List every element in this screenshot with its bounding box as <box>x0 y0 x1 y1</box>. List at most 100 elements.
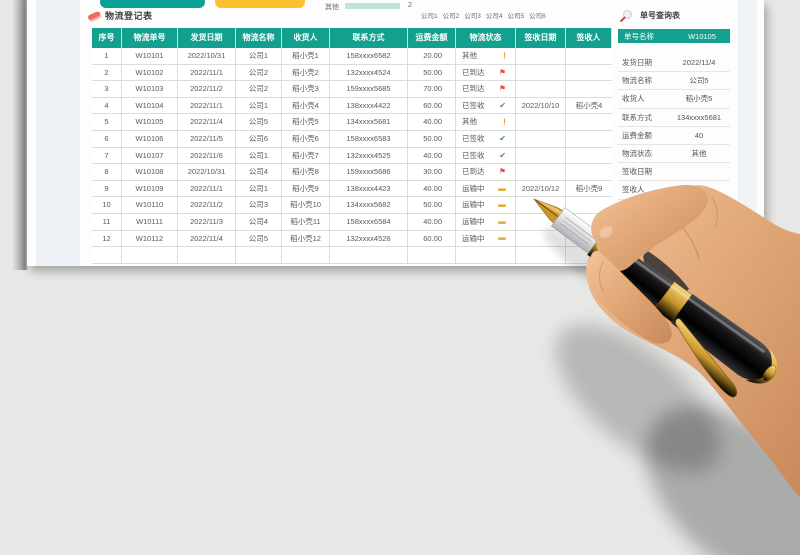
cell-ship-date[interactable]: 2022/11/2 <box>178 197 236 213</box>
cell-company[interactable]: 公司4 <box>236 213 282 230</box>
cell-order-no[interactable] <box>122 247 178 263</box>
cell-receiver[interactable]: 稻小壳10 <box>282 197 330 213</box>
cell-contact[interactable]: 134xxxx5682 <box>330 197 408 213</box>
cell-contact[interactable]: 138xxxx4423 <box>330 180 408 197</box>
cell-status[interactable]: 已签收 ✔ <box>456 147 516 164</box>
cell-receiver[interactable]: 稻小壳12 <box>282 230 330 247</box>
cell-receiver[interactable]: 稻小壳6 <box>282 130 330 147</box>
cell-order-no[interactable]: W10111 <box>122 213 178 230</box>
cell-signer[interactable]: 稻小壳4 <box>575 100 603 110</box>
cell-signer[interactable] <box>566 48 612 64</box>
cell-order-no[interactable]: W10109 <box>122 180 178 197</box>
cell-contact[interactable]: 158xxxx6582 <box>330 48 408 64</box>
cell-order-no[interactable]: W10103 <box>122 81 178 97</box>
cell-sign-date[interactable] <box>516 81 566 97</box>
cell-order-no[interactable]: W10112 <box>122 230 178 247</box>
cell-ship-date[interactable]: 2022/11/3 <box>178 213 236 230</box>
query-field-value[interactable]: 40 <box>694 130 704 140</box>
cell-no[interactable]: 1 <box>92 48 122 64</box>
cell-company[interactable]: 公司1 <box>236 147 282 164</box>
cell-ship-date[interactable]: 2022/11/4 <box>178 230 236 247</box>
cell-status[interactable]: 其他! <box>456 48 516 64</box>
cell-ship-date[interactable]: 2022/11/1 <box>178 97 236 114</box>
cell-signer[interactable] <box>566 148 612 164</box>
cell-contact[interactable]: 132xxxx4526 <box>330 230 408 247</box>
cell-receiver[interactable]: 稻小壳8 <box>282 164 330 180</box>
cell-contact[interactable]: 158xxxx6583 <box>330 130 408 147</box>
cell-sign-date[interactable] <box>516 130 566 147</box>
header-cell[interactable]: 物流单号 <box>122 28 178 48</box>
cell-ship-date[interactable]: 2022/11/6 <box>178 147 236 164</box>
cell-company[interactable]: 公司1 <box>236 97 282 114</box>
cell-no[interactable]: 6 <box>92 130 122 147</box>
cell-signer[interactable] <box>566 131 612 147</box>
cell-receiver[interactable]: 稻小壳2 <box>282 64 330 81</box>
header-cell[interactable]: 发货日期 <box>178 28 236 48</box>
cell-no[interactable]: 3 <box>92 81 122 97</box>
cell-receiver[interactable]: 稻小壳11 <box>282 213 330 230</box>
cell-contact[interactable]: 132xxxx4524 <box>330 64 408 81</box>
cell-sign-date[interactable] <box>516 197 566 213</box>
header-cell[interactable]: 签收日期 <box>516 28 566 48</box>
cell-signer[interactable]: 稻小壳9 <box>575 183 603 193</box>
header-cell[interactable]: 收货人 <box>282 28 330 48</box>
cell-ship-date[interactable]: 2022/10/31 <box>178 164 236 180</box>
cell-signer[interactable] <box>566 164 612 180</box>
cell-contact[interactable] <box>330 247 408 263</box>
cell-status[interactable]: 运输中 <box>456 230 516 247</box>
cell-sign-date[interactable] <box>516 213 566 230</box>
cell-fee[interactable]: 50.00 <box>408 64 456 81</box>
cell-contact[interactable]: 132xxxx4525 <box>330 147 408 164</box>
cell-ship-date[interactable]: 2022/11/2 <box>178 81 236 97</box>
cell-fee[interactable]: 30.00 <box>408 164 456 180</box>
cell-sign-date[interactable]: 2022/10/12 <box>516 180 566 197</box>
cell-company[interactable]: 公司3 <box>236 197 282 213</box>
cell-fee[interactable]: 50.00 <box>408 197 456 213</box>
cell-fee[interactable]: 70.00 <box>408 81 456 97</box>
cell-signer[interactable] <box>566 247 612 263</box>
cell-sign-date[interactable] <box>516 230 566 247</box>
cell-no[interactable]: 10 <box>92 197 122 213</box>
cell-no[interactable]: 7 <box>92 147 122 164</box>
cell-status[interactable] <box>456 247 516 263</box>
cell-ship-date[interactable]: 2022/10/31 <box>178 48 236 64</box>
cell-ship-date[interactable]: 2022/11/4 <box>178 114 236 130</box>
cell-order-no[interactable]: W10104 <box>122 97 178 114</box>
cell-contact[interactable]: 159xxxx5686 <box>330 164 408 180</box>
cell-order-no[interactable]: W10107 <box>122 147 178 164</box>
cell-company[interactable]: 公司2 <box>236 81 282 97</box>
cell-signer[interactable] <box>566 65 612 81</box>
cell-receiver[interactable]: 稻小壳5 <box>282 114 330 130</box>
cell-company[interactable]: 公司6 <box>236 130 282 147</box>
cell-no[interactable]: 5 <box>92 114 122 130</box>
cell-status[interactable]: 运输中 <box>456 213 516 230</box>
cell-ship-date[interactable]: 2022/11/5 <box>178 130 236 147</box>
cell-receiver[interactable]: 稻小壳9 <box>282 180 330 197</box>
header-cell[interactable]: 序号 <box>92 28 122 48</box>
cell-fee[interactable]: 40.00 <box>408 147 456 164</box>
cell-status[interactable]: 已到达 ⚑ <box>456 64 516 81</box>
header-cell[interactable]: 签收人 <box>566 28 612 48</box>
cell-no[interactable]: 9 <box>92 180 122 197</box>
query-field-value[interactable]: 其他 <box>691 149 707 159</box>
cell-status[interactable]: 运输中 <box>456 180 516 197</box>
header-cell[interactable]: 联系方式 <box>330 28 408 48</box>
cell-no[interactable] <box>92 247 122 263</box>
cell-order-no[interactable]: W10106 <box>122 130 178 147</box>
cell-contact[interactable]: 138xxxx4422 <box>330 97 408 114</box>
cell-signer[interactable] <box>566 214 612 230</box>
cell-receiver[interactable]: 稻小壳4 <box>282 97 330 114</box>
cell-sign-date[interactable] <box>516 114 566 130</box>
cell-company[interactable]: 公司1 <box>236 48 282 64</box>
cell-receiver[interactable]: 稻小壳7 <box>282 147 330 164</box>
header-cell[interactable]: 物流状态 <box>456 28 516 48</box>
cell-order-no[interactable]: W10105 <box>122 114 178 130</box>
cell-ship-date[interactable] <box>178 247 236 263</box>
cell-order-no[interactable]: W10110 <box>122 197 178 213</box>
cell-no[interactable]: 11 <box>92 213 122 230</box>
cell-contact[interactable]: 134xxxx5681 <box>330 114 408 130</box>
cell-sign-date[interactable] <box>516 147 566 164</box>
cell-sign-date[interactable] <box>516 164 566 180</box>
cell-no[interactable]: 12 <box>92 230 122 247</box>
cell-receiver[interactable] <box>282 247 330 263</box>
